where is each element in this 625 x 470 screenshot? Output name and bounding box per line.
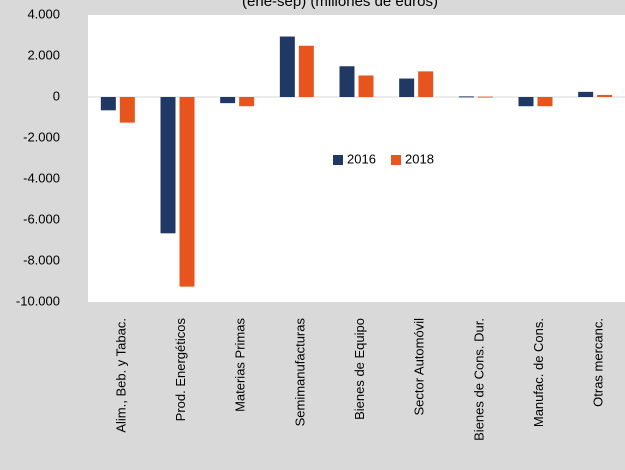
x-tick-label: Sector Automóvil bbox=[412, 318, 427, 416]
bar bbox=[518, 97, 534, 107]
bar bbox=[220, 97, 236, 104]
x-tick-label: Materias Primas bbox=[233, 318, 248, 412]
x-tick-label: Semimanufacturas bbox=[292, 318, 307, 427]
x-tick-label: Bienes de Cons. Dur. bbox=[471, 318, 486, 441]
x-tick-label: Otras mercanc. bbox=[591, 318, 606, 407]
y-tick-label: 2.000 bbox=[27, 47, 60, 62]
plot-area bbox=[88, 15, 625, 302]
legend-label: 2016 bbox=[347, 151, 376, 166]
bar bbox=[458, 96, 474, 98]
legend-label: 2018 bbox=[405, 151, 434, 166]
bar bbox=[100, 97, 116, 111]
bar bbox=[578, 91, 594, 97]
y-tick-label: -8.000 bbox=[23, 252, 60, 267]
bar bbox=[298, 45, 314, 97]
bar bbox=[239, 97, 255, 107]
chart-title: (ene-sep) (millones de euros) bbox=[242, 0, 438, 10]
y-tick-label: -2.000 bbox=[23, 129, 60, 144]
legend-swatch bbox=[391, 155, 401, 165]
bar bbox=[279, 36, 295, 97]
bar bbox=[179, 97, 195, 287]
bar bbox=[537, 97, 553, 107]
x-tick-label: Prod. Energéticos bbox=[173, 318, 188, 422]
legend-swatch bbox=[333, 155, 343, 165]
x-tick-label: Manufac. de Cons. bbox=[531, 318, 546, 427]
y-tick-label: 4.000 bbox=[27, 6, 60, 21]
y-tick-label: -6.000 bbox=[23, 211, 60, 226]
bar bbox=[339, 66, 355, 97]
bar bbox=[399, 78, 415, 97]
bar bbox=[119, 97, 135, 123]
y-tick-label: 0 bbox=[53, 88, 60, 103]
bar bbox=[477, 96, 493, 98]
bar bbox=[418, 71, 434, 97]
bar bbox=[160, 97, 176, 234]
x-tick-label: Bienes de Equipo bbox=[352, 318, 367, 420]
y-tick-label: -10.000 bbox=[16, 293, 60, 308]
y-tick-label: -4.000 bbox=[23, 170, 60, 185]
x-tick-label: Alim., Beb. y Tabac. bbox=[113, 318, 128, 433]
bar bbox=[597, 94, 613, 97]
bar bbox=[358, 75, 374, 97]
